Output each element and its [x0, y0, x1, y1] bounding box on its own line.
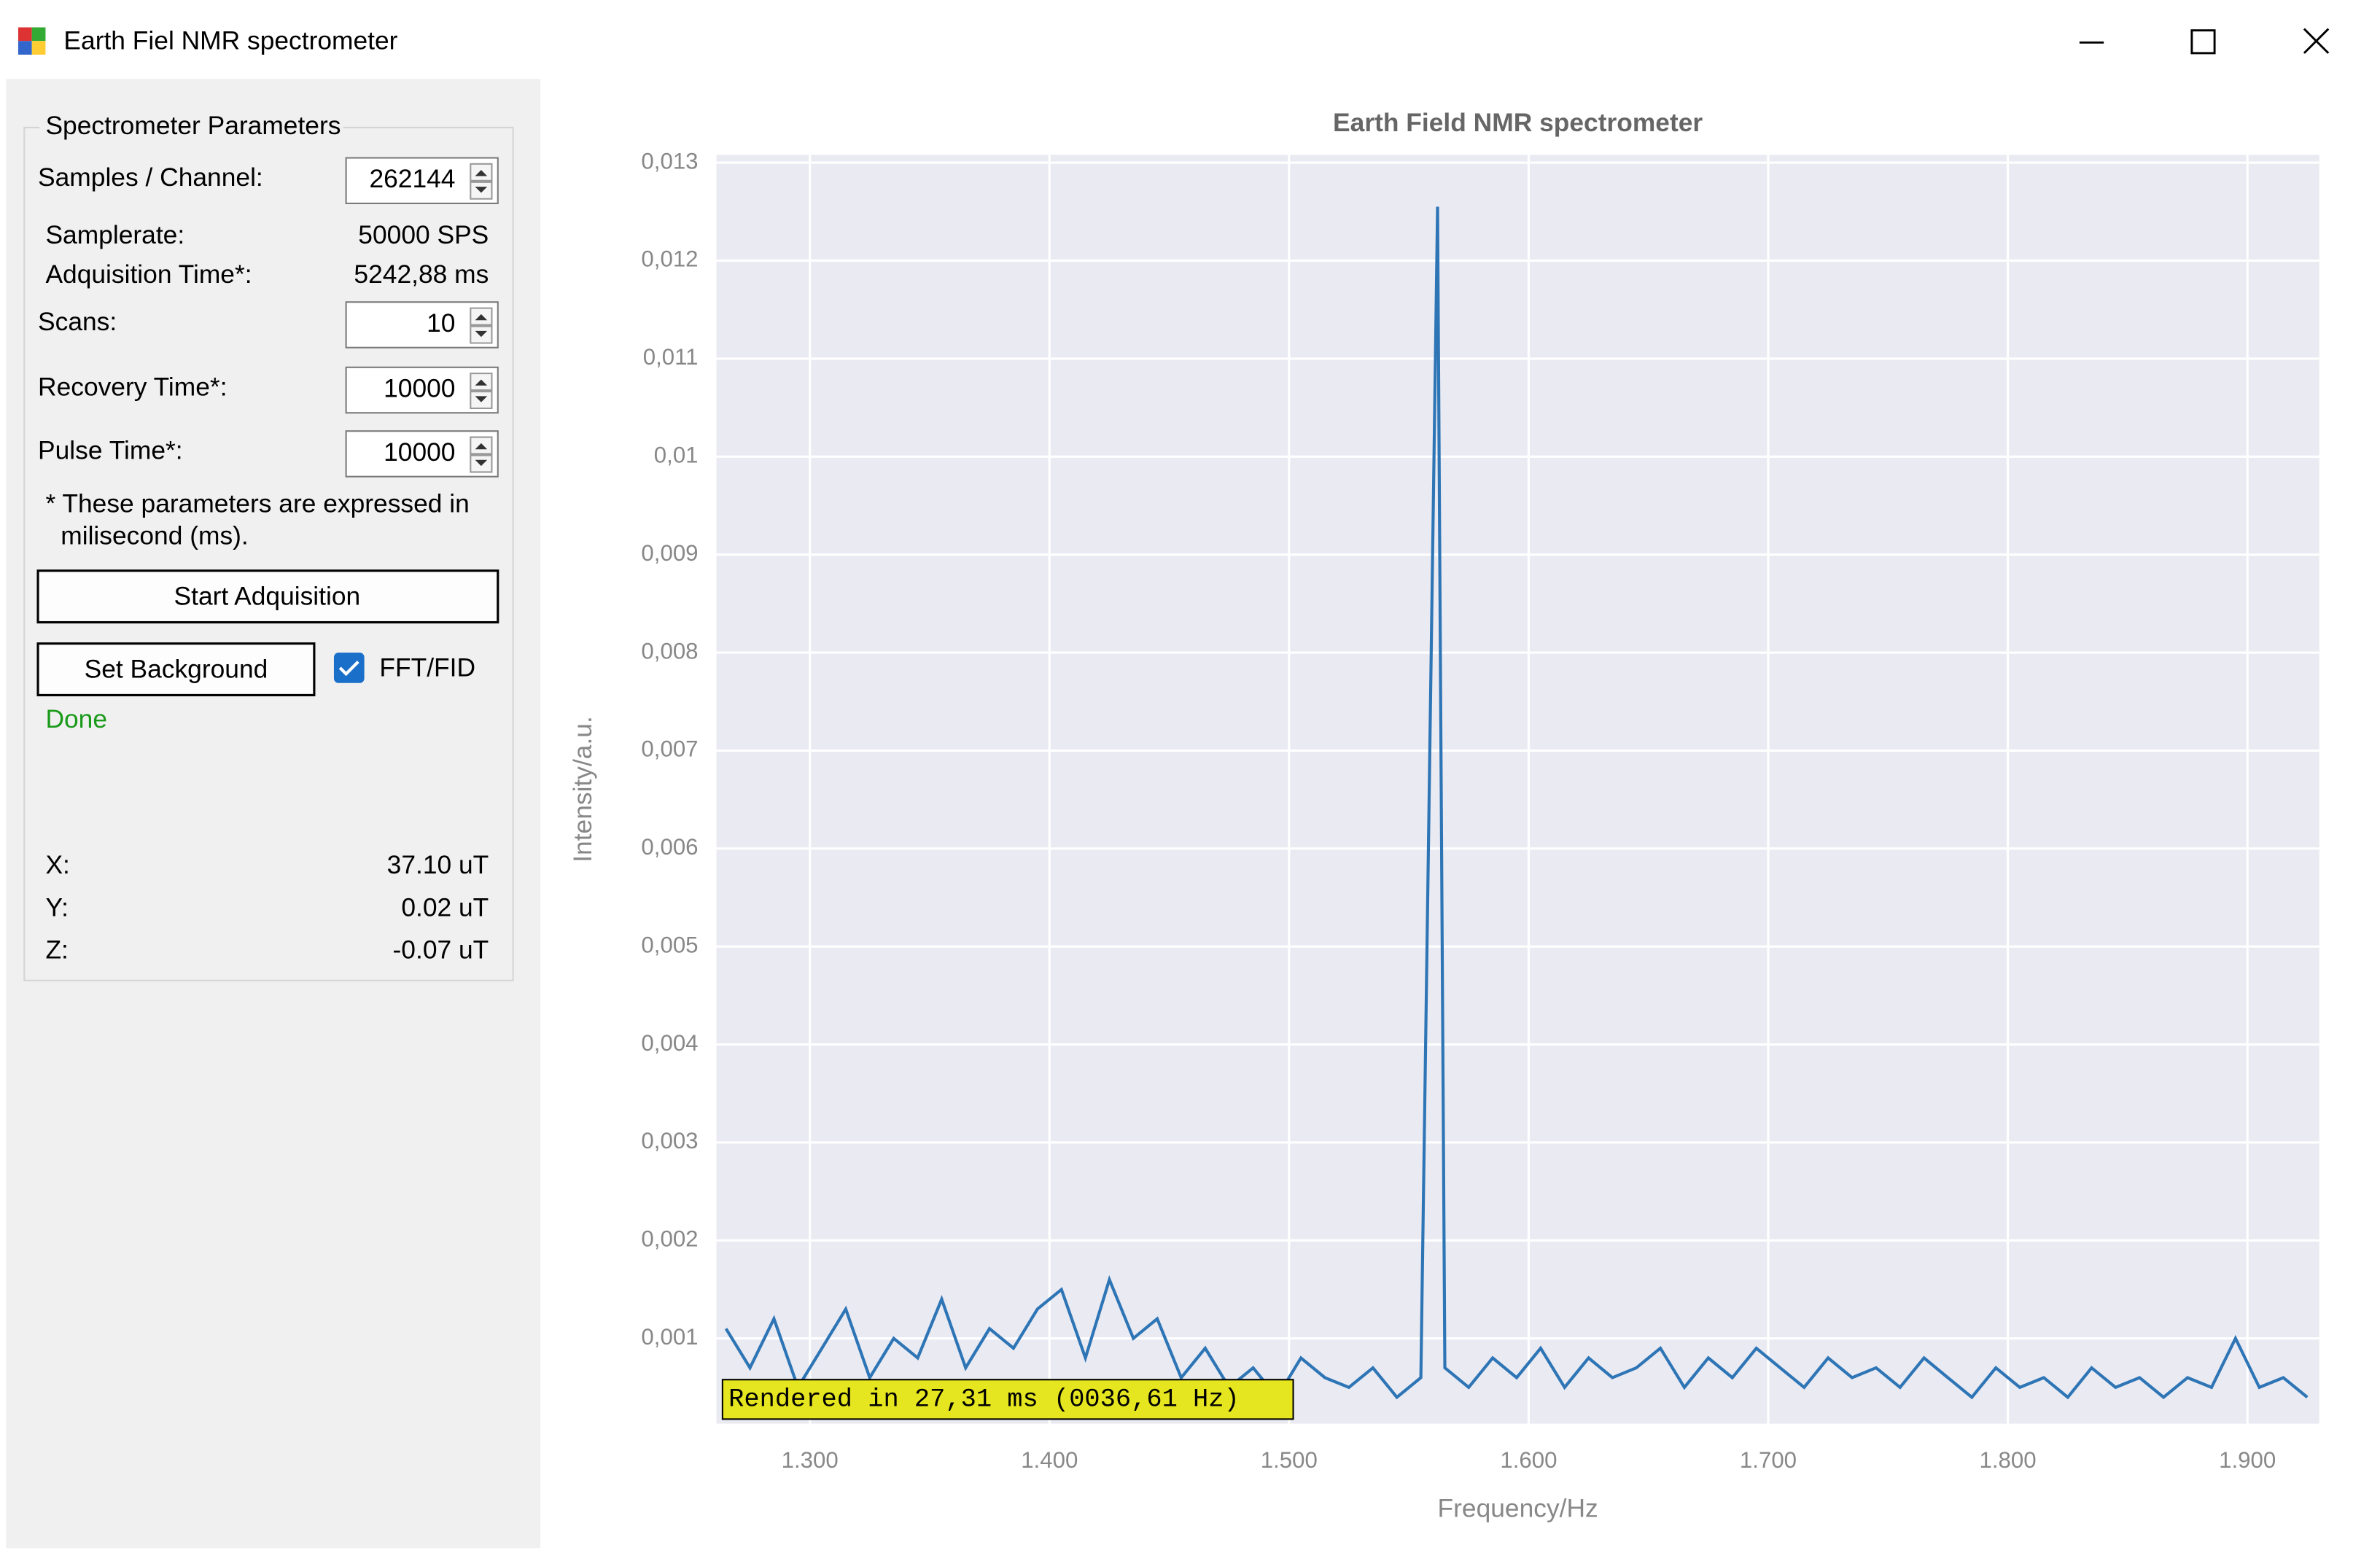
pulse-value: 10000: [384, 438, 455, 467]
x-label: X:: [45, 851, 69, 879]
close-button[interactable]: [2303, 28, 2330, 54]
y-tick-label: 0,013: [641, 148, 698, 174]
note-line: * These parameters are expressed in: [45, 490, 469, 518]
recovery-spinner[interactable]: [345, 366, 499, 414]
z-value: -0.07 uT: [393, 936, 489, 965]
maximize-button[interactable]: [2190, 29, 2216, 55]
annotation: Rendered in 27,31 ms (0036,61 Hz): [728, 1385, 1240, 1414]
y-tick-label: 0,006: [641, 834, 698, 860]
fft-checkbox[interactable]: [333, 653, 365, 683]
status-text: Done: [45, 705, 107, 733]
samplerate-label: Samplerate:: [45, 221, 184, 249]
group-title-bg: [39, 112, 343, 143]
scans-value: 10: [427, 309, 455, 338]
y-tick-label: 0,009: [641, 540, 698, 566]
pulse-label: Pulse Time*:: [38, 437, 183, 465]
y-tick-label: 0,008: [641, 638, 698, 663]
y-value: 0.02 uT: [401, 893, 489, 922]
acq-value: 5242,88 ms: [354, 260, 489, 289]
x-tick-label: 1.600: [1500, 1447, 1557, 1473]
x-tick-label: 1.700: [1740, 1447, 1797, 1473]
x-value: 37.10 uT: [387, 851, 489, 879]
x-axis-label: Frequency/Hz: [1438, 1495, 1598, 1523]
y-tick-label: 0,012: [641, 246, 698, 272]
start-button-label: Start Adquisition: [174, 583, 361, 611]
pulse-spinner[interactable]: [345, 430, 499, 478]
scans-label: Scans:: [38, 308, 117, 336]
samples-spinner[interactable]: [345, 157, 499, 205]
chart: 0,001 0,002 0,003 0,004 0,005 0,006 0,007 0,008…: [641, 148, 2319, 1473]
group-title: Spectrometer Parameters: [45, 112, 341, 140]
background-button[interactable]: [36, 642, 316, 696]
plot-area: [716, 155, 2319, 1424]
spectrum-line: [724, 206, 2309, 1400]
y-tick-label: 0,003: [641, 1128, 698, 1153]
y-axis-label: Intensity/a.u.: [569, 716, 597, 863]
acq-label: Adquisition Time*:: [45, 260, 252, 289]
x-tick-label: 1.300: [782, 1447, 839, 1473]
y-tick-label: 0,004: [641, 1030, 698, 1056]
background-button-label: Set Background: [85, 655, 268, 683]
recovery-value: 10000: [384, 374, 455, 402]
x-tick-label: 1.400: [1021, 1447, 1078, 1473]
samplerate-value: 50000 SPS: [358, 221, 489, 249]
y-tick-label: 0,011: [643, 344, 699, 370]
y-tick-label: 0,01: [654, 443, 699, 468]
x-tick-label: 1.800: [1980, 1447, 2037, 1473]
y-tick-label: 0,001: [641, 1324, 698, 1350]
start-button[interactable]: [36, 569, 499, 624]
note-line: milisecond (ms).: [61, 521, 249, 550]
app-icon: [18, 27, 46, 55]
left-panel: [6, 79, 541, 1549]
z-label: Z:: [45, 936, 68, 965]
samples-value: 262144: [369, 165, 455, 193]
chart-title: Earth Field NMR spectrometer: [1333, 109, 1703, 137]
x-tick-label: 1.900: [2219, 1447, 2276, 1473]
window-title: Earth Fiel NMR spectrometer: [63, 27, 397, 55]
scans-spinner[interactable]: [345, 301, 499, 349]
fft-checkbox-label: FFT/FID: [379, 653, 475, 682]
title-bar: [0, 0, 2380, 79]
recovery-label: Recovery Time*:: [38, 373, 228, 401]
y-label: Y:: [45, 893, 68, 922]
x-tick-label: 1.500: [1261, 1447, 1318, 1473]
y-tick-label: 0,007: [641, 736, 698, 762]
y-tick-label: 0,005: [641, 932, 698, 957]
samples-label: Samples / Channel:: [38, 163, 263, 192]
annotation-box: [721, 1379, 1294, 1420]
y-tick-label: 0,002: [641, 1226, 698, 1252]
